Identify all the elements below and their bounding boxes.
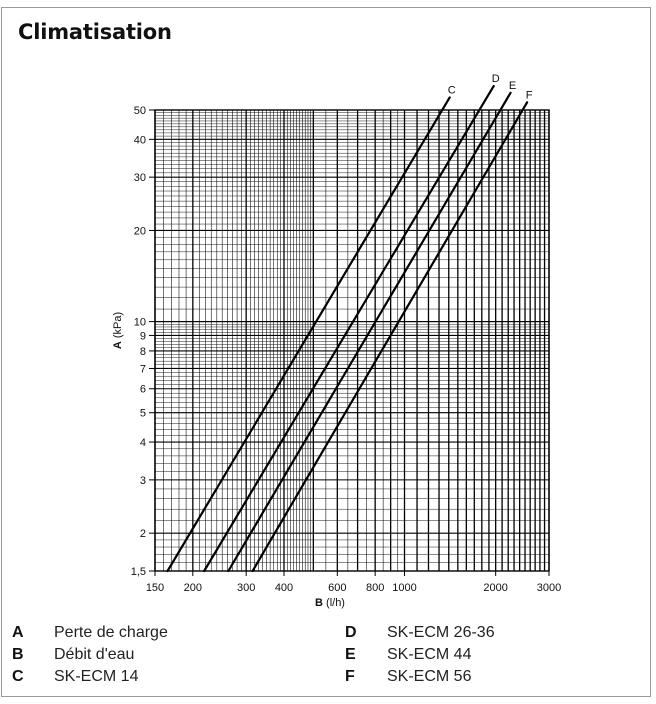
legend-text-e: SK-ECM 44 <box>387 646 472 663</box>
y-tick-label: 20 <box>134 225 146 237</box>
x-tick-label: 600 <box>328 582 346 594</box>
y-tick-label: 4 <box>140 437 146 449</box>
y-tick-label: 50 <box>134 105 146 117</box>
x-tick-label: 150 <box>146 582 164 594</box>
legend-key-c: C <box>12 668 24 685</box>
x-tick-label: 200 <box>184 582 202 594</box>
y-tick-label: 6 <box>140 384 146 396</box>
plot-frame <box>154 109 550 572</box>
y-tick-label: 10 <box>134 317 146 329</box>
series-line-d <box>203 84 495 573</box>
legend-text-d: SK-ECM 26-36 <box>387 624 495 641</box>
y-tick-label: 1,5 <box>131 566 146 578</box>
x-axis-label: B (l/h) <box>315 597 345 609</box>
x-tick-label: 3000 <box>537 582 561 594</box>
figure-frame <box>1 7 651 697</box>
y-tick-label: 7 <box>140 363 146 375</box>
y-axis-label: A (kPa) <box>112 312 124 349</box>
chart-title: Climatisation <box>18 20 172 44</box>
y-tick-label: 8 <box>140 346 146 358</box>
y-tick-label: 40 <box>134 134 146 146</box>
legend-text-b: Débit d'eau <box>54 646 135 663</box>
series-line-e <box>227 91 512 573</box>
y-tick-label: 5 <box>140 408 146 420</box>
series-label-e: E <box>509 80 516 92</box>
series-label-d: D <box>492 73 500 85</box>
series-label-f: F <box>526 89 533 101</box>
legend-text-a: Perte de charge <box>54 624 168 641</box>
y-tick-label: 30 <box>134 172 146 184</box>
legend-key-a: A <box>12 624 24 641</box>
legend-key-d: D <box>345 624 357 641</box>
x-tick-label: 1000 <box>392 582 416 594</box>
x-tick-label: 800 <box>366 582 384 594</box>
plot-area <box>155 110 549 571</box>
series-label-c: C <box>448 84 456 96</box>
legend-text-c: SK-ECM 14 <box>54 668 139 685</box>
y-tick-label: 3 <box>140 475 146 487</box>
x-tick-label: 300 <box>237 582 255 594</box>
legend-text-f: SK-ECM 56 <box>387 668 472 685</box>
x-tick-label: 400 <box>275 582 293 594</box>
legend-key-b: B <box>12 646 24 663</box>
legend-key-f: F <box>345 668 355 685</box>
y-tick-label: 2 <box>140 528 146 540</box>
x-tick-label: 2000 <box>483 582 507 594</box>
series-line-c <box>166 96 451 573</box>
legend-key-e: E <box>345 646 356 663</box>
legend: A Perte de charge B Débit d'eau C SK-ECM… <box>0 622 656 702</box>
y-tick-label: 9 <box>140 330 146 342</box>
series-line-f <box>251 101 529 573</box>
